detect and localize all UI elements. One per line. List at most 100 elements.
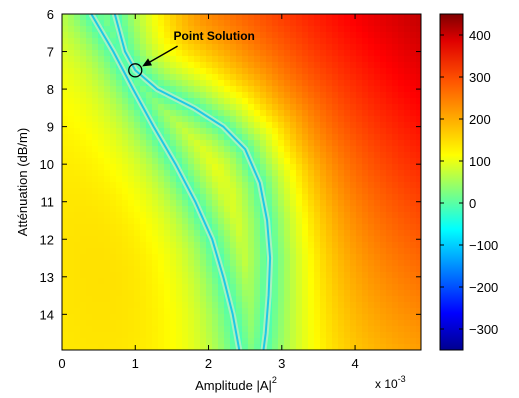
heatmap-cell bbox=[266, 56, 273, 63]
heatmap-cell bbox=[350, 50, 357, 57]
heatmap-cell bbox=[164, 188, 171, 195]
heatmap-cell bbox=[122, 194, 129, 201]
heatmap-cell bbox=[92, 38, 99, 45]
heatmap-cell bbox=[74, 158, 81, 165]
heatmap-cell bbox=[254, 38, 261, 45]
heatmap-cell bbox=[164, 20, 171, 27]
heatmap-cell bbox=[344, 152, 351, 159]
heatmap-cell bbox=[344, 320, 351, 327]
heatmap-cell bbox=[272, 272, 279, 279]
heatmap-cell bbox=[74, 68, 81, 75]
heatmap-cell bbox=[254, 332, 261, 339]
heatmap-cell bbox=[266, 14, 273, 21]
heatmap-cell bbox=[140, 182, 147, 189]
heatmap-cell bbox=[320, 194, 327, 201]
heatmap-cell bbox=[308, 146, 315, 153]
heatmap-cell bbox=[86, 272, 93, 279]
heatmap-cell bbox=[194, 320, 201, 327]
heatmap-cell bbox=[344, 128, 351, 135]
heatmap-cell bbox=[254, 230, 261, 237]
heatmap-cell bbox=[164, 86, 171, 93]
heatmap-cell bbox=[122, 266, 129, 273]
heatmap-cell bbox=[368, 290, 375, 297]
heatmap-cell bbox=[62, 74, 69, 81]
heatmap-cell bbox=[362, 80, 369, 87]
heatmap-cell bbox=[98, 242, 105, 249]
heatmap-cell bbox=[242, 272, 249, 279]
heatmap-cell bbox=[326, 338, 333, 345]
heatmap-cell bbox=[224, 212, 231, 219]
heatmap-cell bbox=[416, 308, 421, 315]
heatmap-cell bbox=[332, 218, 339, 225]
heatmap-cell bbox=[218, 290, 225, 297]
heatmap-cell bbox=[86, 50, 93, 57]
heatmap-cell bbox=[272, 212, 279, 219]
heatmap-cell bbox=[284, 152, 291, 159]
heatmap-cell bbox=[152, 212, 159, 219]
heatmap-cell bbox=[236, 68, 243, 75]
heatmap-cell bbox=[404, 218, 411, 225]
heatmap-cell bbox=[206, 278, 213, 285]
heatmap-cell bbox=[368, 182, 375, 189]
heatmap-cell bbox=[386, 128, 393, 135]
heatmap-cell bbox=[326, 302, 333, 309]
heatmap-cell bbox=[68, 344, 75, 350]
heatmap-cell bbox=[374, 236, 381, 243]
heatmap-cell bbox=[266, 98, 273, 105]
heatmap-cell bbox=[80, 212, 87, 219]
heatmap-cell bbox=[356, 152, 363, 159]
heatmap-cell bbox=[320, 146, 327, 153]
heatmap-cell bbox=[254, 62, 261, 69]
heatmap-cell bbox=[272, 320, 279, 327]
heatmap-cell bbox=[386, 218, 393, 225]
heatmap-cell bbox=[230, 104, 237, 111]
heatmap-cell bbox=[254, 86, 261, 93]
heatmap-cell bbox=[68, 272, 75, 279]
heatmap-cell bbox=[320, 200, 327, 207]
heatmap-cell bbox=[86, 278, 93, 285]
heatmap-cell bbox=[182, 218, 189, 225]
heatmap-cell bbox=[134, 170, 141, 177]
heatmap-cell bbox=[296, 110, 303, 117]
heatmap-cell bbox=[206, 320, 213, 327]
heatmap-cell bbox=[368, 158, 375, 165]
heatmap-cell bbox=[242, 320, 249, 327]
heatmap-cell bbox=[308, 254, 315, 261]
heatmap-cell bbox=[164, 218, 171, 225]
heatmap-cell bbox=[170, 44, 177, 51]
heatmap-cell bbox=[116, 68, 123, 75]
heatmap-cell bbox=[86, 128, 93, 135]
heatmap-cell bbox=[374, 110, 381, 117]
heatmap-cell bbox=[332, 320, 339, 327]
heatmap-cell bbox=[290, 200, 297, 207]
heatmap-cell bbox=[104, 50, 111, 57]
heatmap-cell bbox=[296, 98, 303, 105]
heatmap-cell bbox=[242, 218, 249, 225]
heatmap-cell bbox=[302, 320, 309, 327]
heatmap-cell bbox=[326, 332, 333, 339]
heatmap-cell bbox=[362, 152, 369, 159]
heatmap-cell bbox=[128, 98, 135, 105]
heatmap-cell bbox=[398, 284, 405, 291]
heatmap-cell bbox=[272, 326, 279, 333]
heatmap-cell bbox=[272, 44, 279, 51]
heatmap-cell bbox=[272, 140, 279, 147]
heatmap-cell bbox=[290, 182, 297, 189]
heatmap-cell bbox=[92, 182, 99, 189]
heatmap-cell bbox=[92, 332, 99, 339]
heatmap-cell bbox=[368, 44, 375, 51]
heatmap-cell bbox=[386, 32, 393, 39]
heatmap-cell bbox=[302, 86, 309, 93]
heatmap-cell bbox=[296, 74, 303, 81]
heatmap-cell bbox=[110, 176, 117, 183]
heatmap-cell bbox=[338, 320, 345, 327]
heatmap-cell bbox=[314, 74, 321, 81]
heatmap-cell bbox=[350, 194, 357, 201]
heatmap-cell bbox=[164, 38, 171, 45]
heatmap-cell bbox=[320, 170, 327, 177]
heatmap-cell bbox=[152, 92, 159, 99]
heatmap-field bbox=[62, 14, 421, 350]
heatmap-cell bbox=[170, 254, 177, 261]
heatmap-cell bbox=[80, 80, 87, 87]
heatmap-cell bbox=[242, 188, 249, 195]
